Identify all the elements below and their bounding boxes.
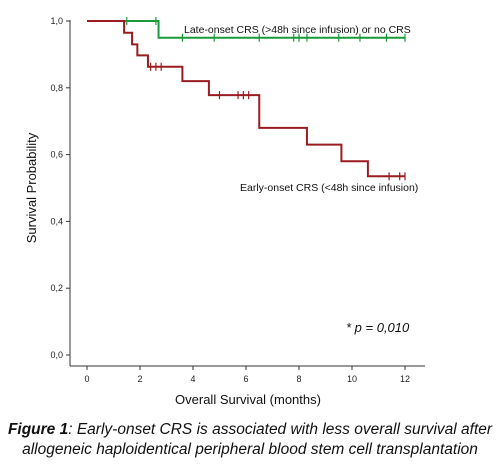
- series-line-early: [87, 20, 405, 178]
- x-tick-label: 4: [190, 374, 195, 384]
- series-layer: [87, 17, 406, 181]
- y-axis-title: Survival Probability: [24, 132, 39, 243]
- x-tick-label: 2: [137, 374, 142, 384]
- p-value-annotation: * p = 0,010: [346, 320, 410, 335]
- figure-caption-label: Figure 1: [7, 421, 69, 438]
- y-ticks: 0,0 0,2 0,4 0,6 0,8 1,0: [50, 16, 70, 360]
- y-tick-label: 0,6: [50, 150, 63, 160]
- x-tick-label: 8: [296, 374, 301, 384]
- figure-caption-text: : Early-onset CRS is associated with les…: [22, 421, 493, 458]
- x-tick-label: 0: [84, 374, 89, 384]
- y-tick-label: 0,2: [50, 283, 63, 293]
- x-tick-label: 10: [347, 374, 357, 384]
- x-axis-title: Overall Survival (months): [175, 392, 321, 407]
- y-tick-label: 1,0: [50, 16, 63, 26]
- x-ticks: 0 2 4 6 8 10 12: [84, 366, 410, 384]
- y-tick-label: 0,4: [50, 216, 63, 226]
- km-chart: 0,0 0,2 0,4 0,6 0,8 1,0 0 2 4 6 8 10 12 Late-onset …: [24, 16, 425, 407]
- x-tick-label: 12: [400, 374, 410, 384]
- figure-caption: Figure 1: Early-onset CRS is associated …: [0, 420, 500, 460]
- x-tick-label: 6: [243, 374, 248, 384]
- y-tick-label: 0,0: [50, 350, 63, 360]
- plot-frame: [69, 20, 425, 367]
- series-label-early: Early-onset CRS (<48h since infusion): [240, 182, 418, 194]
- series-label-late: Late-onset CRS (>48h since infusion) or …: [184, 24, 411, 36]
- y-tick-label: 0,8: [50, 83, 63, 93]
